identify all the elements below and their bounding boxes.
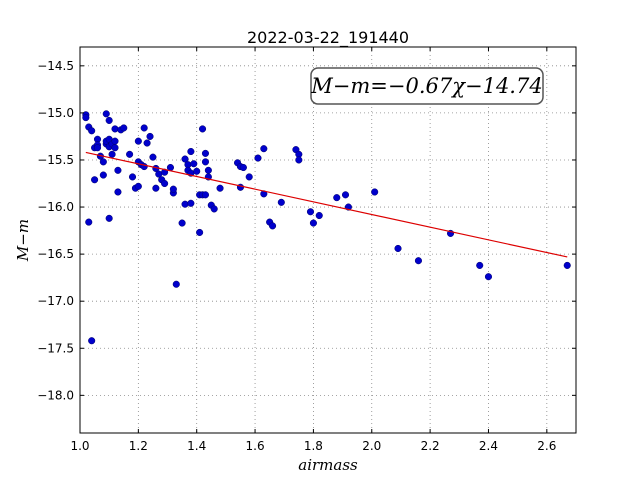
data-point [105, 214, 113, 222]
data-point [91, 176, 99, 184]
fit-equation-box: M−m=−0.67χ−14.74 [310, 67, 544, 105]
data-point [111, 125, 119, 133]
data-point [204, 166, 212, 174]
data-point [111, 137, 119, 145]
data-point [99, 171, 107, 179]
data-point [102, 110, 110, 118]
data-point [126, 150, 134, 158]
x-tick-label: 1.4 [187, 439, 206, 453]
data-point [295, 156, 303, 164]
data-layer [82, 110, 571, 345]
data-point [277, 198, 285, 206]
data-point [260, 145, 268, 153]
data-point [254, 154, 262, 162]
data-point [140, 124, 148, 132]
y-tick-label: −16.5 [37, 247, 74, 261]
x-tick-label: 1.6 [246, 439, 265, 453]
data-point [181, 200, 189, 208]
x-tick-label: 1.8 [304, 439, 323, 453]
data-point [201, 191, 210, 199]
data-point [114, 166, 122, 174]
data-point [476, 261, 484, 269]
data-point [216, 184, 224, 192]
y-tick-label: −15.0 [37, 106, 74, 120]
x-tick-label: 2.0 [362, 439, 381, 453]
x-tick-label: 1.2 [129, 439, 148, 453]
data-point [82, 114, 90, 122]
data-point [198, 125, 207, 133]
plot-area [80, 47, 576, 433]
data-point [134, 182, 142, 190]
data-point [88, 337, 96, 345]
data-point [120, 124, 128, 132]
x-tick-label: 2.2 [421, 439, 440, 453]
grid [79, 47, 576, 433]
chart-title: 2022-03-22_191440 [247, 28, 409, 48]
y-tick-label: −17.5 [37, 341, 74, 355]
data-point [333, 194, 341, 202]
data-point [108, 150, 116, 158]
x-tick-label: 2.6 [537, 439, 556, 453]
data-point [245, 173, 253, 181]
data-point [178, 219, 186, 227]
data-point [149, 153, 157, 161]
data-point [306, 208, 315, 216]
data-point [341, 191, 350, 199]
data-point [161, 179, 169, 188]
data-point [201, 149, 210, 157]
data-point [196, 228, 204, 237]
data-point [181, 155, 189, 163]
plot-frame [79, 46, 577, 434]
y-axis-label: M−m [14, 219, 32, 262]
data-point [111, 144, 119, 152]
data-point [315, 211, 323, 220]
data-point [85, 218, 93, 226]
data-point [201, 158, 210, 166]
data-point [394, 244, 402, 253]
data-point [128, 173, 137, 181]
data-point [190, 160, 198, 168]
x-tick-label: 2.4 [479, 439, 498, 453]
data-point [210, 205, 218, 213]
data-point [563, 261, 571, 269]
data-point [193, 167, 201, 175]
fit-equation-frame [310, 67, 544, 105]
data-point [114, 188, 122, 196]
data-point [371, 188, 379, 196]
data-point [88, 127, 96, 135]
data-point [93, 144, 102, 152]
data-point [134, 137, 142, 145]
data-point [152, 184, 160, 192]
fit-equation-text: M−m=−0.67χ−14.74 [310, 74, 542, 98]
data-point [161, 168, 169, 176]
data-point [269, 222, 277, 230]
data-point [169, 185, 177, 193]
y-tick-label: −18.0 [37, 388, 74, 402]
data-point [187, 199, 195, 207]
x-axis-label: airmass [298, 456, 358, 474]
data-point [414, 257, 422, 265]
data-point [187, 147, 195, 156]
data-point [239, 163, 247, 172]
y-tick-label: −17.0 [37, 294, 74, 308]
y-tick-label: −16.0 [37, 200, 74, 214]
y-tick-label: −14.5 [37, 59, 74, 73]
data-point [172, 280, 180, 288]
x-tick-label: 1.0 [70, 439, 89, 453]
data-point [484, 273, 493, 281]
data-point [105, 116, 113, 124]
ticks: 1.0 1.2 1.4 1.6 1.8 2.0 2.2 2.4 2.6 −14.5 −15.0 −15… [37, 47, 576, 453]
data-point [99, 158, 107, 166]
data-point [143, 139, 151, 147]
fit-line [85, 151, 568, 258]
data-point [309, 219, 317, 227]
y-tick-label: −15.5 [37, 153, 74, 167]
data-point [146, 132, 154, 140]
